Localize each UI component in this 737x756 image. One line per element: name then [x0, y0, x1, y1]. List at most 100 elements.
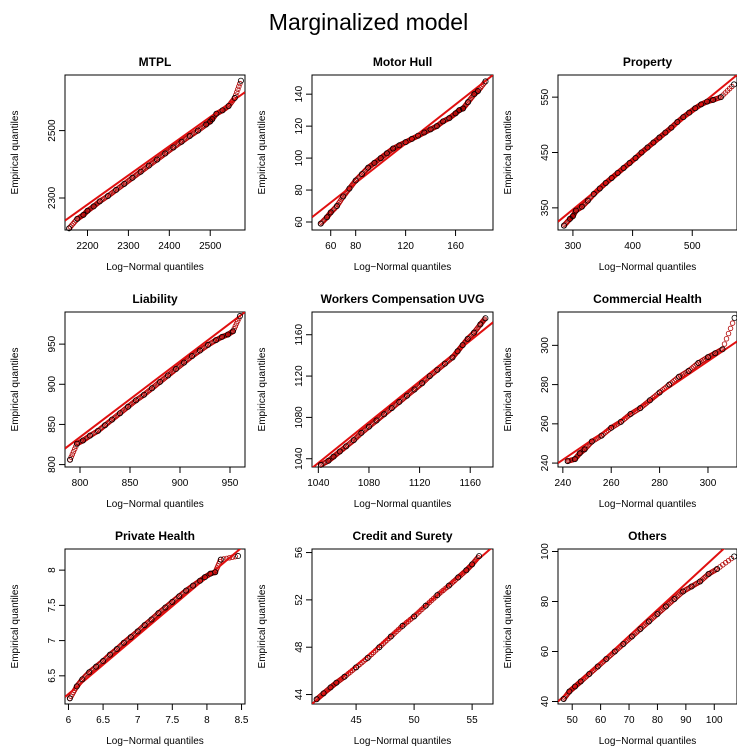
qq-point — [566, 688, 573, 695]
y-axis-label: Empirical quantiles — [257, 585, 268, 669]
x-tick-label: 50 — [409, 715, 421, 726]
reference-line — [558, 340, 737, 464]
x-tick-label: 60 — [595, 715, 607, 726]
x-tick-label: 8 — [204, 715, 210, 726]
qq-point — [454, 348, 461, 355]
qq-point — [201, 574, 208, 581]
qq-point — [396, 398, 403, 405]
qq-point — [100, 658, 107, 665]
x-tick-label: 950 — [222, 478, 239, 489]
qq-point — [383, 150, 390, 157]
dense-point — [198, 346, 205, 353]
qq-point — [608, 424, 615, 431]
qq-point — [571, 456, 578, 463]
dense-point — [234, 89, 240, 95]
y-tick-label: 80 — [294, 184, 305, 196]
qq-point — [352, 177, 359, 184]
qq-point — [79, 676, 86, 683]
qq-point — [107, 651, 114, 658]
y-tick-label: 100 — [294, 149, 305, 166]
qq-point — [656, 134, 663, 141]
y-tick-label: 350 — [540, 199, 551, 216]
x-tick-label: 80 — [652, 715, 664, 726]
qq-point — [685, 367, 692, 374]
x-axis-label: Log−Normal quantiles — [599, 499, 697, 510]
figure-title: Marginalized model — [269, 9, 468, 35]
qq-point — [586, 671, 593, 678]
qq-point — [74, 440, 81, 447]
qq-point — [365, 164, 372, 171]
dense-point — [729, 320, 736, 326]
qq-point — [237, 77, 244, 84]
dense-point — [220, 556, 227, 562]
qq-point — [125, 403, 132, 410]
qq-point — [411, 386, 418, 393]
dense-point — [193, 350, 199, 357]
dense-point — [645, 398, 652, 405]
qq-panel: Liability 800 850 900 950 800 850 900 950 Log−Nor… — [10, 292, 246, 510]
qq-point — [402, 139, 409, 146]
qq-point — [411, 613, 418, 620]
qq-point — [396, 142, 403, 149]
dense-point — [233, 320, 240, 327]
qq-point — [74, 215, 81, 222]
dense-point — [725, 330, 732, 337]
y-tick-label: 60 — [540, 646, 551, 658]
qq-point — [422, 602, 429, 609]
qq-point — [415, 132, 422, 139]
qq-point — [190, 582, 197, 589]
x-tick-label: 120 — [397, 241, 414, 252]
qq-point — [209, 116, 216, 123]
dense-point — [721, 341, 728, 347]
x-tick-label: 280 — [651, 478, 668, 489]
y-tick-label: 100 — [540, 543, 551, 560]
y-tick-label: 800 — [47, 456, 58, 473]
qq-point — [697, 578, 704, 585]
qq-point — [188, 353, 195, 360]
qq-point — [581, 446, 588, 453]
x-axis-label: Log−Normal quantiles — [106, 262, 204, 273]
qq-point — [333, 679, 340, 686]
panel-title: MTPL — [139, 55, 172, 69]
qq-point — [113, 186, 120, 193]
qq-point — [154, 156, 161, 163]
qq-point — [469, 561, 476, 568]
dense-point — [70, 220, 76, 227]
qq-point — [602, 179, 609, 186]
qq-point — [113, 646, 120, 653]
panel-title: Motor Hull — [373, 55, 432, 69]
qq-point — [427, 126, 434, 133]
qq-point — [340, 193, 347, 200]
x-tick-label: 260 — [603, 478, 620, 489]
dense-points — [67, 553, 238, 702]
dense-point — [190, 352, 197, 358]
x-axis-label: Log−Normal quantiles — [599, 736, 697, 747]
qq-point — [87, 432, 94, 439]
qq-point — [632, 155, 639, 162]
qq-point — [620, 641, 627, 648]
qq-point — [132, 397, 139, 404]
qq-point — [327, 684, 334, 691]
qq-point — [141, 622, 148, 629]
qq-point — [662, 603, 669, 610]
qq-point — [176, 593, 183, 600]
qq-point — [569, 213, 576, 220]
dense-point — [71, 446, 78, 452]
qq-point — [441, 360, 448, 367]
dense-point — [203, 343, 210, 349]
qq-point — [224, 331, 231, 338]
qq-point — [731, 314, 737, 321]
qq-point — [373, 417, 380, 424]
y-axis-label: Empirical quantiles — [10, 111, 21, 195]
x-tick-label: 70 — [623, 715, 635, 726]
qq-point — [628, 633, 635, 640]
qq-point — [172, 366, 179, 373]
qq-point — [96, 198, 103, 205]
qq-point — [212, 569, 219, 576]
x-tick-label: 2200 — [76, 241, 99, 252]
x-axis-label: Log−Normal quantiles — [106, 736, 204, 747]
qq-point — [403, 392, 410, 399]
qq-point — [212, 337, 219, 344]
reference-line — [65, 549, 242, 698]
qq-point — [180, 359, 187, 366]
